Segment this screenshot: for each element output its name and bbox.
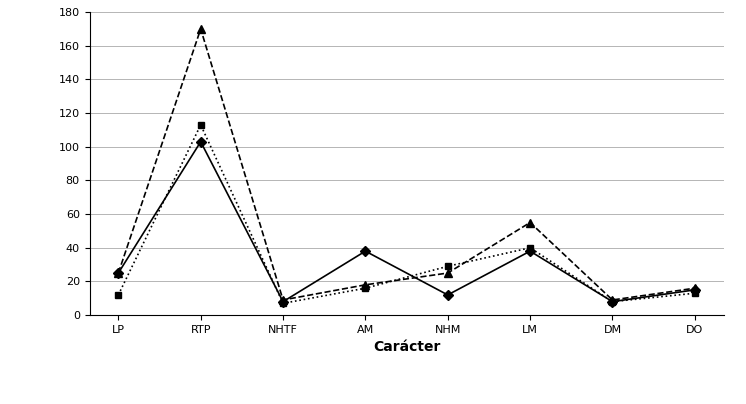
CPV 20	[608, 297, 617, 302]
Line: CL 1: CL 1	[115, 122, 698, 307]
CPV 20	[443, 271, 452, 276]
CL 1	[196, 122, 205, 127]
X-axis label: Carácter: Carácter	[373, 341, 440, 354]
CML 244	[361, 249, 370, 254]
CPV 20	[690, 286, 699, 290]
CL 1	[690, 291, 699, 296]
CML 244	[114, 271, 123, 276]
CML 244	[526, 249, 535, 254]
CML 244	[278, 299, 287, 304]
CML 244	[443, 292, 452, 297]
CML 244	[608, 299, 617, 304]
CL 1	[443, 264, 452, 269]
CL 1	[361, 286, 370, 290]
CML 244	[196, 139, 205, 144]
CL 1	[114, 292, 123, 297]
CPV 20	[361, 282, 370, 287]
CPV 20	[526, 220, 535, 225]
CPV 20	[278, 297, 287, 302]
CML 244	[690, 288, 699, 292]
CL 1	[608, 299, 617, 304]
CL 1	[278, 301, 287, 306]
Line: CML 244: CML 244	[115, 138, 698, 305]
CPV 20	[114, 271, 123, 276]
CPV 20	[196, 27, 205, 32]
CL 1	[526, 245, 535, 250]
Line: CPV 20: CPV 20	[114, 25, 699, 304]
